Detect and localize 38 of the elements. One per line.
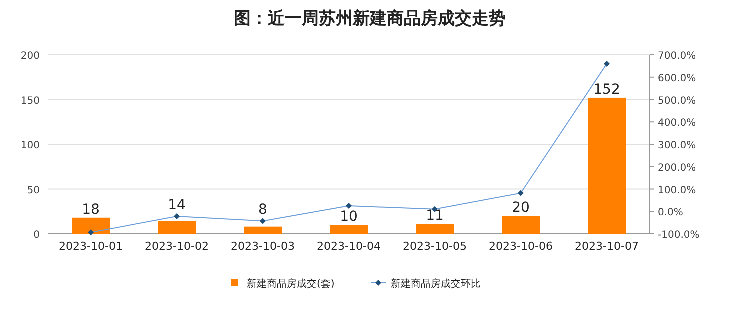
y2-tick-label: 100.0%: [658, 185, 696, 196]
bar: [244, 226, 282, 234]
y-tick-label: 100: [20, 140, 40, 152]
data-label: 14: [168, 198, 186, 214]
x-tick-label: 2023-10-07: [575, 240, 639, 253]
data-label: 11: [426, 208, 444, 224]
y2-tick-label: 500.0%: [658, 96, 696, 107]
bar: [72, 218, 110, 234]
y-tick-label: 0: [34, 230, 40, 241]
y-tick-label: 200: [20, 51, 40, 62]
bar: [416, 224, 454, 234]
data-label: 18: [82, 202, 100, 218]
x-tick-label: 2023-10-01: [59, 240, 123, 253]
x-tick-label: 2023-10-03: [231, 240, 295, 253]
x-tick-label: 2023-10-06: [489, 240, 553, 253]
bar: [330, 225, 368, 234]
y-tick-label: 50: [27, 185, 40, 196]
y2-tick-label: 0.0%: [658, 208, 684, 219]
y2-tick-label: -100.0%: [658, 230, 700, 241]
data-label: 152: [594, 82, 620, 98]
chart-title: 图：近一周苏州新建商品房成交走势: [234, 9, 506, 29]
y-tick-label: 150: [20, 96, 40, 107]
x-tick-label: 2023-10-04: [317, 240, 381, 253]
bar: [502, 216, 540, 234]
x-tick-label: 2023-10-05: [403, 240, 467, 253]
x-tick-label: 2023-10-02: [145, 240, 209, 253]
y2-tick-label: 700.0%: [658, 51, 696, 62]
bar: [158, 221, 196, 234]
data-label: 8: [258, 202, 268, 218]
legend-label: 新建商品房成交环比: [391, 278, 481, 290]
data-label: 20: [512, 200, 530, 216]
y2-tick-label: 200.0%: [658, 162, 696, 174]
data-label: 10: [340, 209, 358, 226]
y2-tick-label: 600.0%: [658, 73, 696, 84]
y2-tick-label: 300.0%: [658, 140, 696, 152]
legend-label: 新建商品房成交(套): [247, 278, 335, 290]
y2-tick-label: 400.0%: [658, 118, 696, 130]
bar: [588, 98, 626, 234]
